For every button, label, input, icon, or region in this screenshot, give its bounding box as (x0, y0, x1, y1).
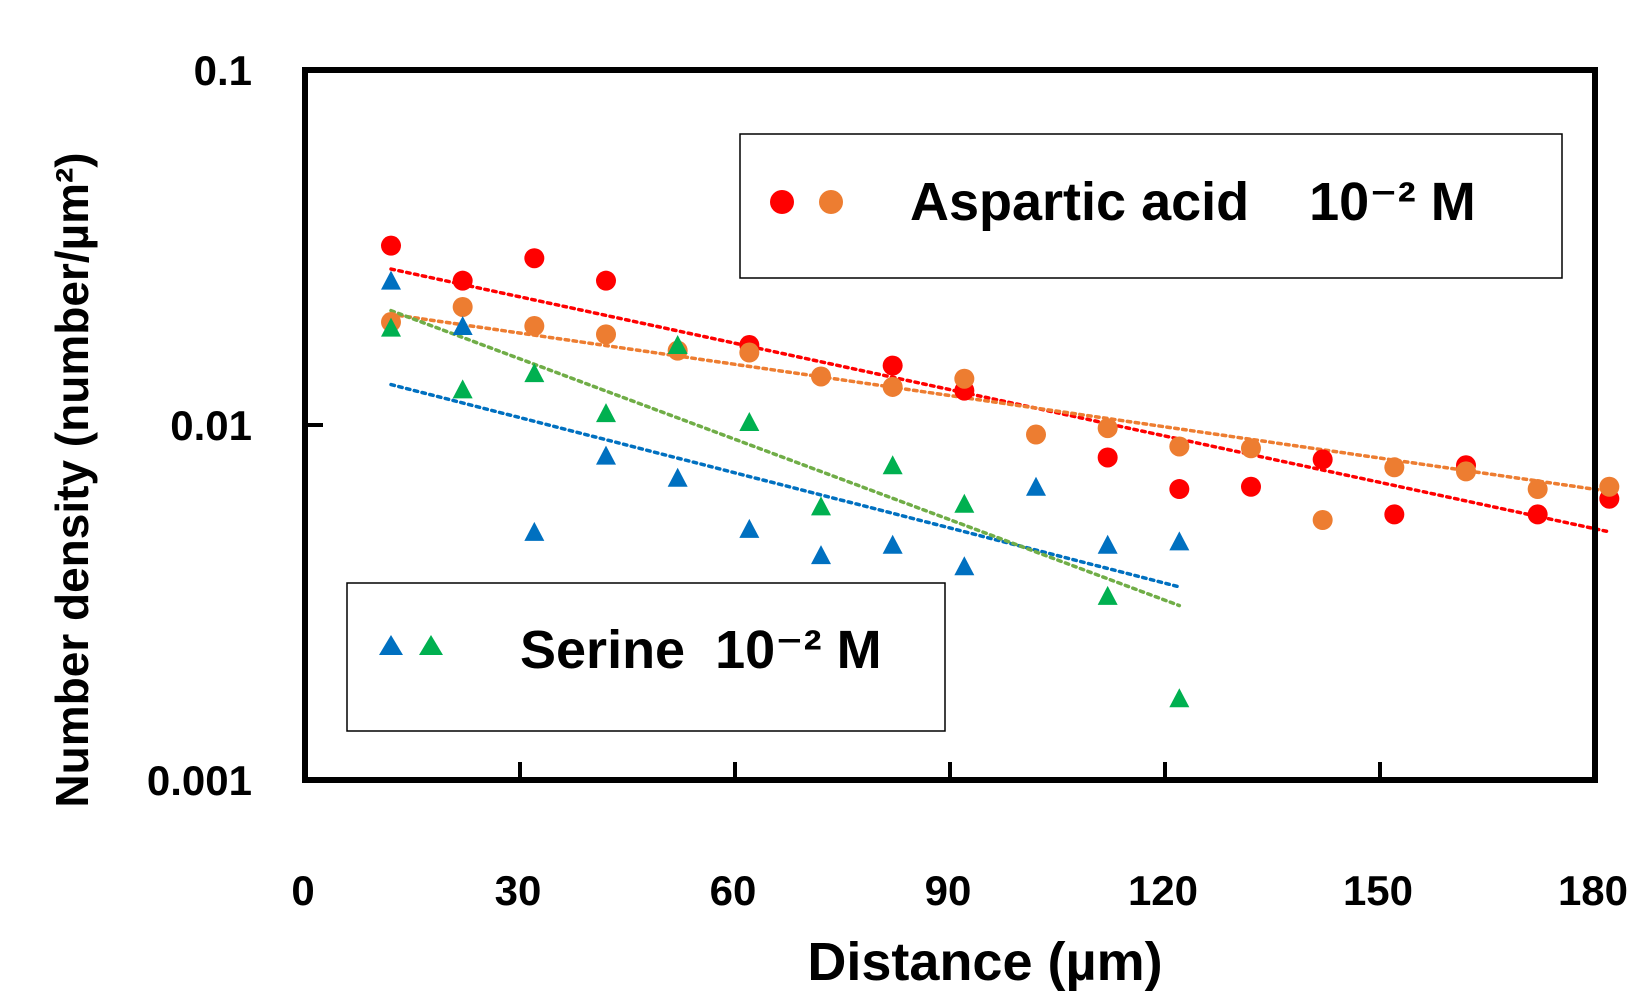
point-series-1-10 (1097, 418, 1118, 439)
point-series-2-8 (954, 556, 975, 576)
point-series-1-1 (452, 296, 473, 317)
legend-serine-box (346, 582, 946, 732)
point-series-2-6 (811, 545, 831, 565)
point-series-1-7 (882, 376, 903, 397)
x-axis-title: Distance (µm) (807, 932, 1162, 992)
point-series-3-3 (596, 403, 616, 423)
x-tick-label-1: 30 (495, 867, 542, 914)
x-tick-label-6: 180 (1558, 867, 1628, 914)
point-series-3-4 (667, 335, 688, 355)
legend-aspartic-box (739, 133, 1563, 279)
plot-marks (381, 235, 1620, 708)
point-series-0-5 (882, 355, 903, 376)
x-tick-label-3: 90 (925, 867, 972, 914)
y-tick-label-2: 0.1 (194, 47, 252, 94)
point-series-3-8 (954, 493, 975, 513)
x-tick-label-4: 120 (1128, 867, 1198, 914)
legend-serine: Serine 10⁻² M (346, 582, 946, 732)
point-series-2-4 (667, 467, 688, 487)
point-series-1-12 (1241, 438, 1261, 459)
point-series-2-11 (1169, 531, 1190, 551)
y-tick-label-0: 0.001 (147, 757, 252, 804)
point-series-0-9 (1241, 476, 1261, 497)
point-series-1-9 (1026, 424, 1046, 445)
point-series-2-9 (1026, 476, 1046, 496)
point-series-1-15 (1456, 461, 1476, 482)
legend-marker-orange-circle (819, 190, 843, 214)
legend-aspartic-label: Aspartic acid 10⁻² M (910, 172, 1476, 232)
trendline-series-2 (389, 382, 1182, 589)
point-series-3-0 (381, 317, 401, 337)
point-series-0-0 (381, 235, 401, 256)
point-series-2-3 (596, 445, 616, 465)
legend-marker-green-triangle (419, 635, 443, 655)
point-series-2-0 (381, 270, 401, 290)
point-series-2-10 (1097, 534, 1118, 554)
point-series-0-8 (1169, 479, 1190, 500)
y-tick-label-1: 0.01 (170, 402, 252, 449)
point-series-1-5 (739, 342, 760, 363)
point-series-0-10 (1312, 449, 1333, 470)
point-series-0-1 (452, 270, 473, 291)
point-series-1-13 (1312, 510, 1333, 531)
point-series-2-1 (452, 316, 473, 336)
point-series-1-14 (1384, 457, 1405, 478)
point-series-3-6 (811, 496, 831, 516)
legend-serine-label: Serine 10⁻² M (520, 620, 882, 680)
legend-marker-blue-triangle (379, 635, 403, 655)
point-series-1-2 (524, 316, 545, 337)
trendline-series-3 (389, 308, 1182, 608)
point-series-3-9 (1097, 585, 1118, 605)
legend-aspartic-acid: Aspartic acid 10⁻² M (739, 133, 1563, 279)
x-tick-label-5: 150 (1343, 867, 1413, 914)
trendline-series-1 (389, 312, 1612, 494)
axis-ticks (305, 423, 1382, 780)
x-tick-label-0: 0 (291, 867, 314, 914)
point-series-1-17 (1599, 476, 1620, 497)
point-series-3-1 (452, 379, 473, 399)
trendline-series-0 (389, 267, 1612, 534)
point-series-1-6 (811, 366, 831, 387)
y-axis-title: Number density (number/µm²) (46, 152, 98, 807)
point-series-3-2 (524, 363, 545, 383)
point-series-3-10 (1169, 688, 1190, 708)
point-series-1-8 (954, 368, 975, 389)
point-series-0-2 (524, 248, 545, 269)
point-series-0-3 (596, 270, 616, 291)
point-series-2-7 (882, 534, 903, 554)
point-series-2-5 (739, 518, 760, 538)
point-series-0-7 (1097, 447, 1118, 468)
point-series-1-11 (1169, 436, 1190, 457)
legend-marker-red-circle (770, 190, 794, 214)
y-axis-title-group: Number density (number/µm²) (46, 152, 98, 807)
point-series-3-5 (739, 411, 760, 431)
point-series-1-3 (596, 324, 616, 345)
point-series-0-13 (1527, 504, 1548, 525)
point-series-1-16 (1527, 479, 1548, 500)
point-series-2-2 (524, 521, 545, 541)
axis-tick-labels: 0 30 60 90 120 150 180 0.001 0.01 0.1 (147, 47, 1628, 914)
point-series-0-11 (1384, 504, 1405, 525)
point-series-3-7 (882, 455, 903, 475)
x-tick-label-2: 60 (710, 867, 757, 914)
